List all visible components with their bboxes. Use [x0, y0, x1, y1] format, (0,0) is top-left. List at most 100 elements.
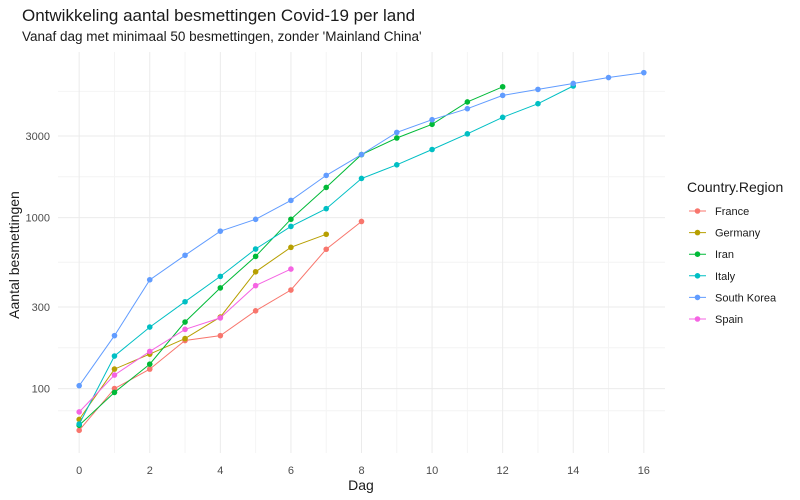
data-point: [323, 184, 330, 191]
data-point: [182, 335, 188, 342]
x-tick-label: 0: [76, 465, 82, 477]
legend-label: Spain: [715, 314, 743, 326]
legend-key-point: [694, 316, 701, 322]
data-point: [464, 105, 471, 112]
x-tick-label: 12: [497, 465, 509, 477]
y-axis-ticks: 100 300 1000 3000: [26, 131, 50, 396]
data-point: [464, 99, 471, 105]
data-point: [535, 100, 541, 107]
legend-label: France: [715, 206, 749, 218]
data-point: [288, 266, 294, 272]
x-axis-ticks: 0 2 4 6 8 10 12 14 16: [76, 465, 650, 477]
data-point: [146, 276, 153, 283]
y-tick-label: 1000: [26, 213, 50, 225]
data-point: [146, 348, 153, 355]
x-tick-label: 16: [638, 465, 650, 477]
data-point: [146, 324, 153, 330]
data-point: [323, 172, 330, 179]
data-point: [605, 74, 612, 81]
x-tick-label: 10: [426, 465, 438, 477]
data-point: [76, 382, 82, 389]
legend-label: Italy: [715, 271, 736, 283]
data-point: [252, 216, 259, 223]
data-point: [111, 332, 118, 339]
legend-key-point: [694, 229, 701, 236]
data-point: [252, 268, 259, 275]
grid: [58, 52, 665, 453]
data-point: [146, 366, 153, 372]
y-tick-label: 100: [32, 384, 50, 396]
data-point: [182, 252, 188, 259]
legend-label: Germany: [715, 228, 761, 240]
data-point: [323, 246, 330, 253]
data-point: [323, 205, 330, 212]
legend-item: Italy: [689, 271, 736, 283]
x-tick-label: 8: [358, 465, 364, 477]
data-point: [182, 319, 188, 325]
series-layer: [76, 69, 647, 434]
data-point: [429, 116, 435, 123]
data-point: [393, 161, 400, 168]
data-point: [252, 246, 259, 252]
legend-item: South Korea: [689, 292, 777, 304]
chart-title: Ontwikkeling aantal besmettingen Covid-1…: [22, 6, 415, 25]
data-point: [182, 298, 188, 305]
data-point: [182, 326, 188, 333]
data-point: [111, 389, 118, 396]
data-point: [641, 69, 647, 76]
legend-key-point: [694, 208, 701, 214]
data-point: [499, 92, 506, 99]
data-point: [217, 315, 224, 321]
legend-item: Iran: [689, 249, 734, 261]
data-point: [393, 129, 400, 136]
data-point: [146, 361, 153, 367]
data-point: [76, 421, 82, 427]
chart-subtitle: Vanaf dag met minimaal 50 besmettingen, …: [22, 29, 422, 44]
data-point: [252, 253, 259, 260]
legend-label: South Korea: [715, 292, 777, 304]
x-tick-label: 4: [217, 465, 223, 477]
data-point: [288, 287, 294, 293]
data-point: [535, 86, 541, 93]
y-tick-label: 3000: [26, 131, 50, 143]
data-point: [429, 146, 435, 153]
data-point: [252, 308, 259, 314]
legend-title: Country.Region: [687, 179, 783, 195]
data-point: [358, 175, 365, 182]
y-axis-title: Aantal besmettingen: [6, 191, 22, 319]
data-point: [76, 427, 82, 434]
data-point: [252, 282, 259, 289]
data-point: [288, 244, 294, 251]
data-point: [358, 151, 365, 158]
series-spain: [76, 266, 294, 415]
data-point: [499, 114, 506, 121]
legend-key-point: [694, 273, 701, 279]
data-point: [111, 353, 118, 359]
legend-label: Iran: [715, 249, 734, 261]
series-south-korea: [76, 69, 647, 389]
y-tick-label: 300: [32, 302, 50, 314]
data-point: [429, 121, 435, 128]
legend-item: Germany: [689, 228, 761, 240]
legend-key-point: [694, 294, 701, 301]
data-point: [217, 285, 224, 291]
legend: Country.Region France Germany Iran Italy Sou…: [687, 179, 783, 326]
data-point: [288, 216, 294, 223]
data-point: [111, 366, 118, 372]
series-iran: [76, 83, 506, 429]
data-point: [288, 197, 294, 204]
series-line: [78, 233, 327, 420]
data-point: [358, 218, 365, 225]
data-point: [499, 83, 506, 90]
data-point: [217, 332, 224, 339]
data-point: [111, 372, 118, 378]
x-tick-label: 2: [147, 465, 153, 477]
legend-key-point: [694, 251, 701, 257]
data-point: [288, 223, 294, 230]
data-point: [217, 228, 224, 234]
legend-item: France: [689, 206, 749, 218]
data-point: [217, 273, 224, 280]
data-point: [393, 135, 400, 141]
data-point: [323, 231, 330, 238]
